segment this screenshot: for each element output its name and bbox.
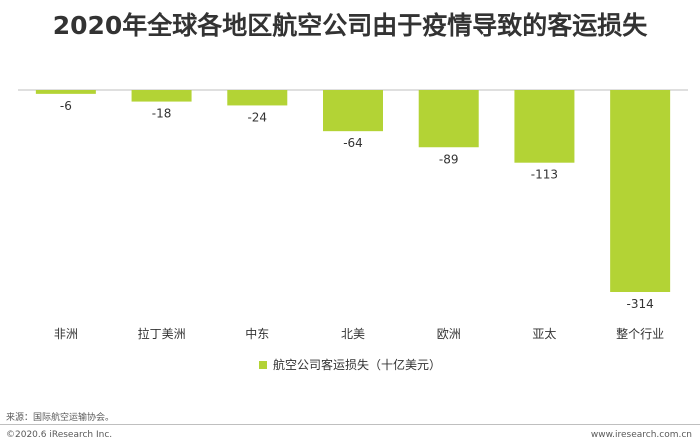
bar <box>323 90 383 132</box>
data-label: -64 <box>343 136 363 150</box>
legend-swatch <box>259 360 267 369</box>
bar-chart: -6 非洲 -18 拉丁美洲 -24 中东 -64 北美 -89 欧洲 -113 亚太 -314 整个行业 <box>18 89 688 341</box>
bar <box>131 90 192 102</box>
category-label: 整个行业 <box>616 326 664 341</box>
website: www.iresearch.com.cn <box>590 430 692 440</box>
bar <box>514 90 575 163</box>
bar <box>418 90 479 148</box>
data-label: -314 <box>627 297 654 311</box>
bar <box>610 90 671 292</box>
legend-label: 航空公司客运损失（十亿美元） <box>273 358 442 372</box>
category-label: 拉丁美洲 <box>138 326 186 341</box>
category-label: 欧洲 <box>437 327 461 341</box>
category-label: 亚太 <box>532 326 556 341</box>
data-label: -6 <box>60 99 72 113</box>
data-label: -18 <box>152 107 172 121</box>
data-label: -24 <box>247 110 267 124</box>
chart-title: 2020年全球各地区航空公司由于疫情导致的客运损失 <box>52 11 648 40</box>
category-label: 中东 <box>245 326 269 341</box>
copyright: ©2020.6 iResearch Inc. <box>6 430 113 440</box>
data-label: -113 <box>531 168 558 182</box>
category-label: 非洲 <box>54 327 78 341</box>
category-label: 北美 <box>341 327 365 341</box>
data-label: -89 <box>439 152 459 166</box>
bar <box>35 90 96 94</box>
bar <box>227 90 288 106</box>
footer-divider <box>0 424 700 425</box>
legend: 航空公司客运损失（十亿美元） <box>259 356 441 373</box>
source-note: 来源：国际航空运输协会。 <box>6 413 115 423</box>
